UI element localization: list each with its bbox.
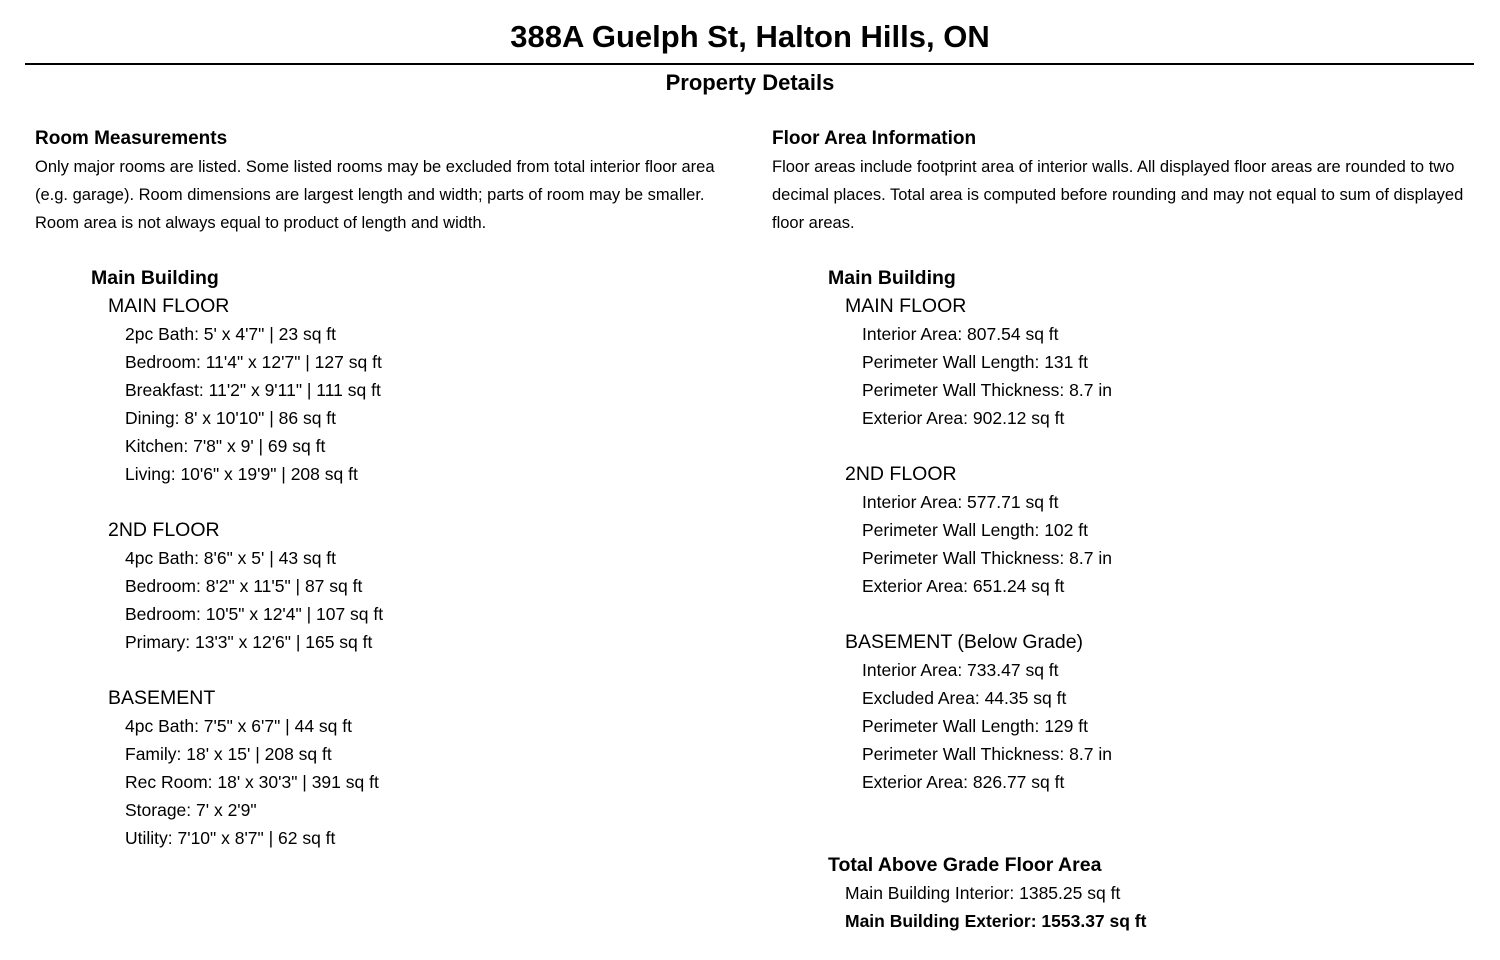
total-floor-area: Total Above Grade Floor Area Main Buildi… <box>828 851 1484 935</box>
floor-group: 2ND FLOOR Interior Area: 577.71 sq ft Peri… <box>845 460 1484 600</box>
list-item: Interior Area: 733.47 sq ft <box>862 660 1059 680</box>
list-item: Dining: 8' x 10'10" | 86 sq ft <box>125 408 337 428</box>
page-title: 388A Guelph St, Halton Hills, ON <box>510 19 990 54</box>
floor-name: MAIN FLOOR <box>845 295 967 317</box>
floor-name: 2ND FLOOR <box>845 463 957 485</box>
list-item: 2pc Bath: 5' x 4'7" | 23 sq ft <box>125 324 337 344</box>
list-item: 4pc Bath: 8'6" x 5' | 43 sq ft <box>125 548 337 568</box>
total-exterior: Main Building Exterior: 1553.37 sq ft <box>845 911 1147 931</box>
building-name: Main Building <box>828 267 956 289</box>
list-item: 4pc Bath: 7'5" x 6'7" | 44 sq ft <box>125 716 352 736</box>
list-item: Perimeter Wall Length: 131 ft <box>862 352 1088 372</box>
room-measurements-note: Only major rooms are listed. Some listed… <box>35 158 715 232</box>
area-building: Main Building MAIN FLOOR Interior Area: 8… <box>828 264 1484 796</box>
list-item: Bedroom: 8'2" x 11'5" | 87 sq ft <box>125 576 363 596</box>
list-item: Perimeter Wall Thickness: 8.7 in <box>862 380 1112 400</box>
floor-group: MAIN FLOOR Interior Area: 807.54 sq ft Per… <box>845 292 1484 432</box>
floor-name: MAIN FLOOR <box>108 295 230 317</box>
list-item: Exterior Area: 826.77 sq ft <box>862 772 1065 792</box>
floor-group: MAIN FLOOR 2pc Bath: 5' x 4'7" | 23 sq ft… <box>108 292 735 488</box>
floor-group: BASEMENT (Below Grade) Interior Area: 733… <box>845 628 1484 796</box>
list-item: Storage: 7' x 2'9" <box>125 800 257 820</box>
floor-group: 2ND FLOOR 4pc Bath: 8'6" x 5' | 43 sq ft B… <box>108 516 735 656</box>
list-item: Bedroom: 10'5" x 12'4" | 107 sq ft <box>125 604 384 624</box>
list-item: Bedroom: 11'4" x 12'7" | 127 sq ft <box>125 352 382 372</box>
list-item: Perimeter Wall Length: 129 ft <box>862 716 1088 736</box>
room-building: Main Building MAIN FLOOR 2pc Bath: 5' x 4… <box>91 264 735 852</box>
list-item: Living: 10'6" x 19'9" | 208 sq ft <box>125 464 358 484</box>
list-item: Excluded Area: 44.35 sq ft <box>862 688 1067 708</box>
floor-area-section: Floor Area Information Floor areas inclu… <box>772 125 1484 935</box>
page-subtitle: Property Details <box>665 70 835 95</box>
list-item: Utility: 7'10" x 8'7" | 62 sq ft <box>125 828 336 848</box>
room-measurements-heading: Room Measurements <box>35 128 228 149</box>
list-item: Perimeter Wall Thickness: 8.7 in <box>862 548 1112 568</box>
floor-area-heading: Floor Area Information <box>772 128 977 149</box>
floor-area-note: Floor areas include footprint area of in… <box>772 158 1464 232</box>
total-heading: Total Above Grade Floor Area <box>828 854 1102 876</box>
list-item: Interior Area: 577.71 sq ft <box>862 492 1059 512</box>
floor-name: BASEMENT (Below Grade) <box>845 631 1084 653</box>
list-item: Primary: 13'3" x 12'6" | 165 sq ft <box>125 632 373 652</box>
floor-group: BASEMENT 4pc Bath: 7'5" x 6'7" | 44 sq ft… <box>108 684 735 852</box>
list-item: Kitchen: 7'8" x 9' | 69 sq ft <box>125 436 326 456</box>
floor-name: BASEMENT <box>108 687 216 709</box>
list-item: Perimeter Wall Length: 102 ft <box>862 520 1088 540</box>
title-divider <box>25 63 1474 65</box>
list-item: Interior Area: 807.54 sq ft <box>862 324 1059 344</box>
building-name: Main Building <box>91 267 219 289</box>
total-interior: Main Building Interior: 1385.25 sq ft <box>845 883 1121 903</box>
floor-name: 2ND FLOOR <box>108 519 220 541</box>
list-item: Rec Room: 18' x 30'3" | 391 sq ft <box>125 772 379 792</box>
list-item: Family: 18' x 15' | 208 sq ft <box>125 744 332 764</box>
list-item: Exterior Area: 651.24 sq ft <box>862 576 1065 596</box>
list-item: Exterior Area: 902.12 sq ft <box>862 408 1065 428</box>
list-item: Perimeter Wall Thickness: 8.7 in <box>862 744 1112 764</box>
list-item: Breakfast: 11'2" x 9'11" | 111 sq ft <box>125 380 381 400</box>
room-measurements-section: Room Measurements Only major rooms are l… <box>35 125 735 852</box>
